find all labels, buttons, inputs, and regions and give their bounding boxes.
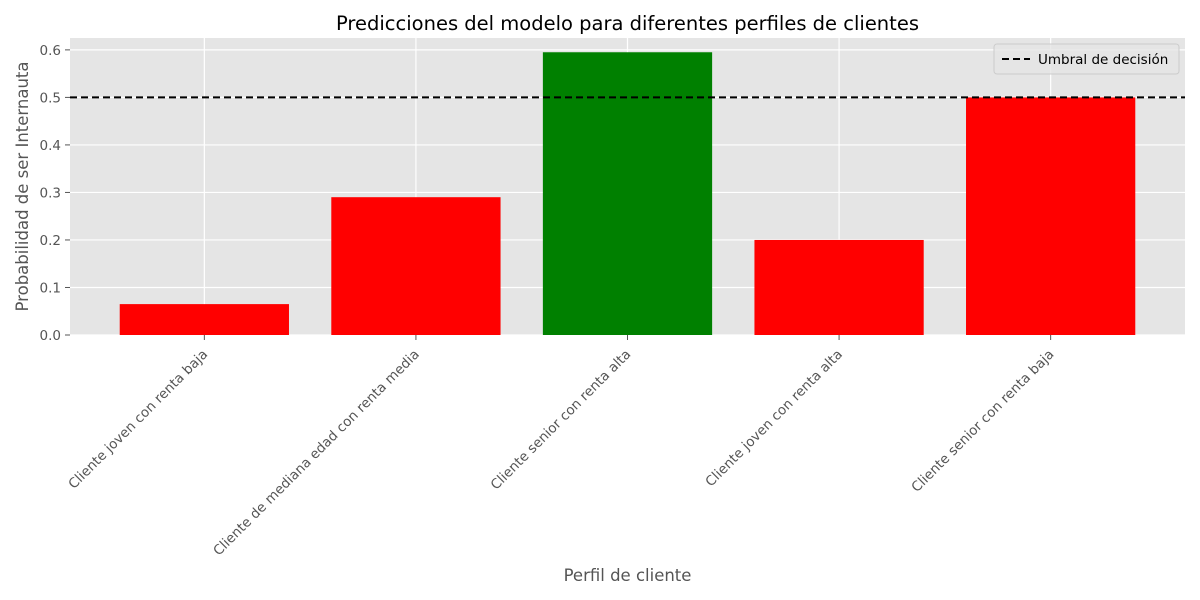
y-axis-title: Probabilidad de ser Internauta xyxy=(13,62,32,312)
x-tick-label: Cliente senior con renta alta xyxy=(488,347,635,494)
y-tick-label: 0.6 xyxy=(40,43,61,59)
y-tick-label: 0.3 xyxy=(40,185,61,201)
x-axis-ticks: Cliente joven con renta baja Cliente de m… xyxy=(65,335,1057,559)
legend-threshold-label: Umbral de decisión xyxy=(1038,52,1168,68)
y-tick-label: 0.2 xyxy=(40,233,61,249)
legend-box xyxy=(993,43,1180,75)
x-tick-label: Cliente joven con renta baja xyxy=(65,347,211,493)
x-tick-label: Cliente joven con renta alta xyxy=(702,347,845,490)
chart-title: Predicciones del modelo para diferentes … xyxy=(336,12,919,35)
y-tick-label: 0.0 xyxy=(40,328,61,344)
legend: Umbral de decisión xyxy=(993,43,1180,75)
y-axis-ticks: 0.0 0.1 0.2 0.3 0.4 0.5 0.6 xyxy=(40,43,70,344)
bar-4 xyxy=(754,239,924,335)
bar-2 xyxy=(331,197,501,335)
bar-5 xyxy=(966,97,1136,336)
bars xyxy=(119,52,1136,336)
x-axis-title: Perfil de cliente xyxy=(564,566,692,585)
bar-3 xyxy=(542,52,713,335)
y-tick-label: 0.1 xyxy=(40,280,61,296)
x-tick-label: Cliente senior con renta baja xyxy=(908,347,1057,496)
bar-1 xyxy=(119,304,289,335)
y-tick-label: 0.5 xyxy=(40,90,61,106)
y-tick-label: 0.4 xyxy=(40,138,61,154)
x-tick-label: Cliente de mediana edad con renta media xyxy=(210,347,423,560)
